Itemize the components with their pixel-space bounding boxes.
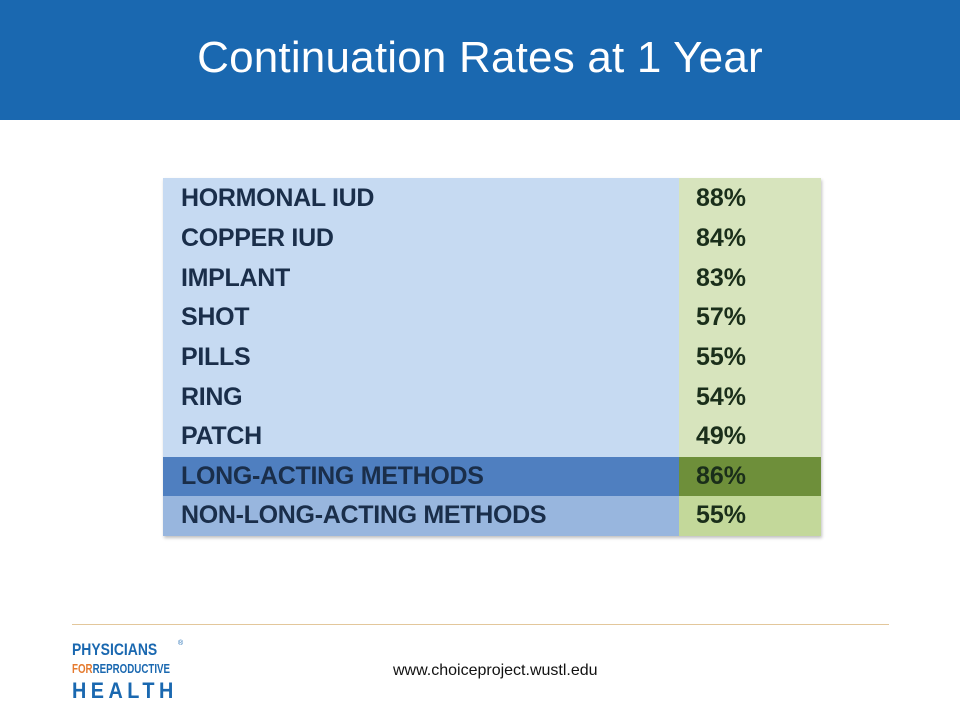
rate-cell: 55% <box>679 337 821 378</box>
method-cell: HORMONAL IUD <box>163 178 679 219</box>
method-cell: NON-LONG-ACTING METHODS <box>163 496 679 536</box>
non-long-acting-summary-row: NON-LONG-ACTING METHODS 55% <box>163 496 821 536</box>
logo-line-3: HEALTH <box>72 678 178 703</box>
rate-cell: 54% <box>679 377 821 417</box>
method-cell: IMPLANT <box>163 258 679 299</box>
method-cell: PILLS <box>163 337 679 378</box>
long-acting-summary-row: LONG-ACTING METHODS 86% <box>163 456 821 497</box>
method-cell: LONG-ACTING METHODS <box>163 456 679 497</box>
rate-cell: 86% <box>679 456 821 497</box>
slide-title: Continuation Rates at 1 Year <box>197 33 763 82</box>
rate-cell: 88% <box>679 178 821 219</box>
title-banner: Continuation Rates at 1 Year <box>0 0 960 120</box>
logo-reproductive: REPRODUCTIVE <box>92 662 171 676</box>
method-cell: RING <box>163 377 679 417</box>
rate-cell: 55% <box>679 496 821 536</box>
continuation-rates-table: HORMONAL IUD 88% COPPER IUD 84% IMPLANT … <box>163 178 821 536</box>
logo-line-2: FORREPRODUCTIVE <box>72 662 170 676</box>
rate-cell: 57% <box>679 298 821 338</box>
logo-line-1: PHYSICIANS <box>72 640 158 659</box>
source-url: www.choiceproject.wustl.edu <box>393 662 598 679</box>
table-row: SHOT 57% <box>163 298 821 338</box>
table-row: PATCH 49% <box>163 416 821 457</box>
physicians-for-reproductive-health-logo: PHYSICIANS FORREPRODUCTIVE HEALTH ® <box>72 640 184 706</box>
table-row: IMPLANT 83% <box>163 258 821 299</box>
rate-cell: 84% <box>679 219 821 259</box>
logo-for: FOR <box>72 662 93 676</box>
rate-cell: 83% <box>679 258 821 299</box>
table-row: HORMONAL IUD 88% <box>163 178 821 219</box>
table-row: PILLS 55% <box>163 337 821 378</box>
method-cell: COPPER IUD <box>163 219 679 259</box>
method-cell: SHOT <box>163 298 679 338</box>
table-row: RING 54% <box>163 377 821 417</box>
rate-cell: 49% <box>679 416 821 457</box>
method-cell: PATCH <box>163 416 679 457</box>
table-row: COPPER IUD 84% <box>163 219 821 259</box>
registered-mark: ® <box>178 640 184 647</box>
footer-divider <box>72 624 889 625</box>
